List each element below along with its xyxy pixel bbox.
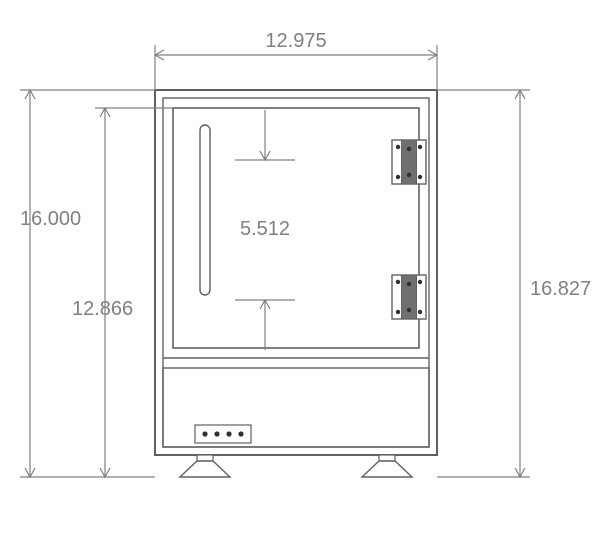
cabinet xyxy=(155,90,437,477)
hinge xyxy=(392,275,426,319)
dimension-label: 5.512 xyxy=(240,218,290,240)
control-display xyxy=(195,425,251,443)
foot xyxy=(180,455,230,477)
hinge xyxy=(392,140,426,184)
foot xyxy=(362,455,412,477)
dimension-label: 12.975 xyxy=(265,30,326,52)
dimension-label: 12.866 xyxy=(72,298,133,320)
dimension-label: 16.827 xyxy=(530,278,591,300)
dimension-label: 16.000 xyxy=(20,208,81,230)
door-handle xyxy=(200,125,210,295)
